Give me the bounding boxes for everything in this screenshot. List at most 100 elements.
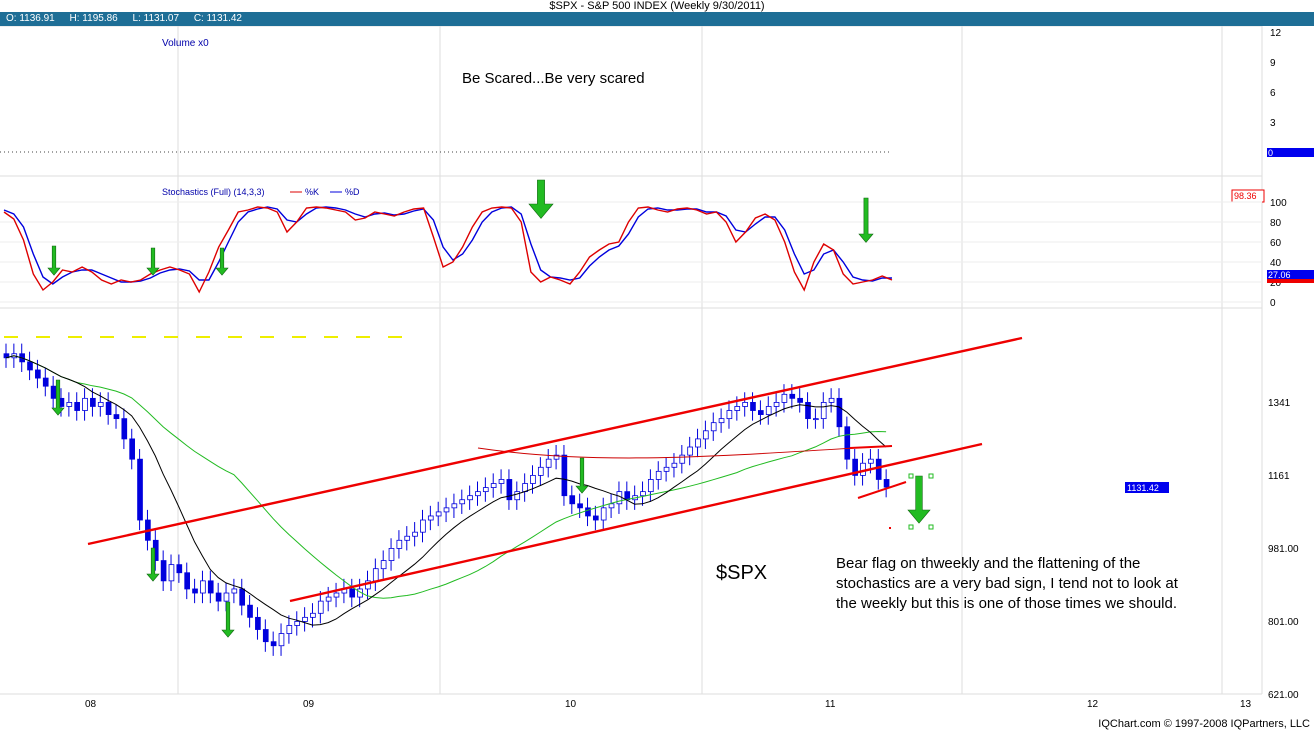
candle-body	[655, 470, 662, 480]
candle-body	[215, 592, 222, 602]
down-arrow-icon	[215, 247, 229, 276]
price-tick-label: 621.00	[1268, 690, 1299, 701]
price-tick-label: 981.00	[1268, 544, 1299, 555]
down-arrow-icon	[575, 457, 589, 494]
candle-body	[742, 402, 748, 407]
last-price-marker	[1125, 482, 1169, 493]
volume-tick-label: 9	[1270, 58, 1276, 69]
low-value: L: 1131.07	[132, 13, 180, 24]
candle-body	[443, 507, 450, 513]
down-arrow-icon	[146, 247, 160, 276]
open-value: O: 1136.91	[6, 13, 55, 24]
candle-body	[679, 454, 686, 464]
price-tick-label: 801.00	[1268, 617, 1299, 628]
high-value: H: 1195.86	[69, 13, 118, 24]
flag-top-line	[849, 445, 893, 449]
candle-body	[176, 564, 183, 574]
candle-body	[530, 475, 536, 484]
candle-body	[200, 580, 206, 594]
candle-body	[805, 402, 811, 420]
ma-green-line	[5, 355, 887, 599]
candle-body	[490, 483, 497, 488]
candle-body	[608, 503, 615, 509]
price-tick-label: 1161	[1268, 471, 1290, 482]
down-arrow-icon	[146, 547, 160, 582]
candle-body	[168, 564, 175, 582]
ticker-label: $SPX	[716, 562, 768, 584]
reference-label: 98.36	[1234, 191, 1257, 201]
k-last-marker	[1267, 270, 1314, 279]
k-last-value: 27.06	[1268, 270, 1291, 280]
candle-body	[702, 430, 709, 440]
candle-body	[553, 454, 560, 460]
ma-black-line	[5, 355, 887, 626]
candle-body	[640, 491, 646, 497]
down-arrow-icon	[907, 475, 931, 524]
candle-body	[317, 600, 324, 614]
down-arrow-icon	[528, 179, 554, 219]
candle-body	[129, 438, 135, 460]
candle-body	[333, 592, 340, 598]
candle-body	[545, 458, 552, 468]
price-tick-label: 1341	[1268, 398, 1291, 409]
legend-d-label: %D	[345, 187, 360, 197]
candle-body	[35, 369, 41, 379]
annotation-note: Bear flag on thweekly and the flattening…	[836, 555, 1178, 612]
candle-body	[726, 410, 733, 420]
candle-body	[695, 438, 701, 448]
chart-canvas: Volume x0 12 9 6 3 0 Stochastics (Full) (14…	[0, 26, 1314, 710]
candle-body	[868, 458, 874, 464]
legend-k-label: %K	[305, 187, 319, 197]
ma-red-line	[477, 445, 889, 459]
candle-body	[121, 418, 128, 440]
candle-body	[231, 588, 238, 594]
candle-body	[773, 402, 780, 407]
candle-body	[498, 479, 505, 484]
candle-body	[506, 479, 513, 501]
candle-body	[750, 402, 756, 411]
candle-body	[427, 515, 434, 521]
candle-body	[734, 406, 741, 411]
candle-body	[97, 402, 104, 407]
candle-body	[420, 519, 426, 533]
candle-body	[758, 410, 764, 415]
stochastic-tick-label: 80	[1270, 218, 1282, 229]
candle-body	[592, 515, 599, 521]
footer-copyright: IQChart.com © 1997-2008 IQPartners, LLC	[1098, 718, 1310, 730]
candle-body	[844, 426, 851, 460]
target-box-4	[928, 524, 934, 530]
candle-body	[349, 588, 356, 598]
candle-body	[262, 629, 269, 643]
candle-body	[836, 397, 843, 428]
headline-text: Be Scared...Be very scared	[462, 70, 645, 87]
flag-trendline	[857, 481, 907, 499]
candle-body	[380, 560, 387, 570]
candle-body	[577, 503, 583, 509]
candle-body	[286, 625, 293, 634]
candle-body	[781, 393, 788, 403]
candle-body	[585, 507, 591, 517]
candle-body	[207, 580, 214, 594]
stochastic-tick-label: 100	[1270, 198, 1287, 209]
candle-body	[294, 621, 301, 626]
candle-body	[663, 466, 670, 472]
candle-body	[687, 446, 693, 456]
lower-trendline	[289, 442, 983, 603]
candle-body	[74, 402, 80, 411]
volume-tick-label: 12	[1270, 28, 1282, 39]
target-box-1	[908, 473, 914, 479]
candle-body	[718, 418, 725, 424]
stochastic-tick-label: 60	[1270, 238, 1282, 249]
stochastic-title: Stochastics (Full) (14,3,3)	[162, 187, 265, 197]
x-tick-label: 12	[1087, 699, 1099, 710]
candle-body	[325, 596, 332, 602]
candle-body	[797, 397, 803, 403]
candle-body	[90, 397, 96, 407]
candle-body	[820, 402, 827, 420]
candle-body	[475, 491, 481, 497]
x-tick-label: 13	[1240, 699, 1252, 710]
candle-body	[66, 402, 73, 407]
candle-body	[192, 588, 198, 594]
candle-body	[255, 616, 261, 630]
candle-body	[239, 588, 246, 606]
